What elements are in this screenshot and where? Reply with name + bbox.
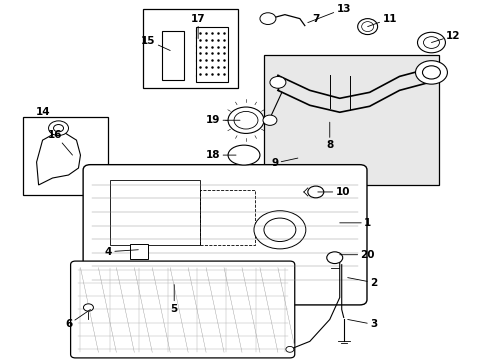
- Circle shape: [417, 32, 445, 53]
- Bar: [162, 31, 184, 80]
- Bar: [200, 190, 254, 245]
- Text: 12: 12: [430, 31, 460, 42]
- Circle shape: [83, 304, 93, 311]
- Text: 2: 2: [347, 278, 376, 288]
- Circle shape: [260, 13, 275, 24]
- Circle shape: [326, 252, 342, 264]
- Circle shape: [263, 115, 276, 125]
- Circle shape: [285, 346, 293, 352]
- Bar: [264, 55, 439, 185]
- Text: 11: 11: [367, 14, 396, 27]
- Circle shape: [48, 121, 68, 135]
- Bar: [143, 9, 238, 88]
- Circle shape: [264, 218, 295, 242]
- Text: 10: 10: [317, 187, 349, 197]
- Text: 15: 15: [141, 36, 170, 50]
- FancyBboxPatch shape: [83, 165, 366, 305]
- Ellipse shape: [361, 22, 373, 32]
- Text: 5: 5: [170, 285, 178, 314]
- Circle shape: [234, 112, 258, 129]
- Text: 9: 9: [271, 158, 297, 168]
- Circle shape: [227, 107, 264, 134]
- Circle shape: [253, 211, 305, 249]
- Text: 16: 16: [48, 130, 72, 155]
- Circle shape: [415, 61, 447, 84]
- Circle shape: [422, 66, 440, 79]
- Text: 19: 19: [205, 115, 240, 125]
- Text: 1: 1: [339, 218, 370, 228]
- Text: 8: 8: [325, 122, 333, 150]
- Circle shape: [53, 125, 63, 132]
- Text: 3: 3: [347, 319, 376, 329]
- Text: 18: 18: [205, 150, 236, 160]
- Circle shape: [423, 37, 439, 48]
- Bar: [196, 27, 227, 82]
- Text: 20: 20: [339, 250, 374, 260]
- Bar: [22, 117, 108, 195]
- Circle shape: [307, 186, 323, 198]
- Text: 6: 6: [65, 310, 90, 329]
- FancyBboxPatch shape: [70, 261, 294, 358]
- Text: 4: 4: [104, 247, 138, 257]
- Text: 14: 14: [36, 107, 51, 117]
- Text: 7: 7: [311, 14, 319, 24]
- Text: 13: 13: [307, 4, 350, 23]
- Bar: [130, 244, 148, 259]
- Ellipse shape: [357, 19, 377, 35]
- Circle shape: [269, 77, 285, 88]
- Ellipse shape: [227, 145, 260, 165]
- Bar: [110, 180, 200, 245]
- Text: 17: 17: [190, 14, 205, 39]
